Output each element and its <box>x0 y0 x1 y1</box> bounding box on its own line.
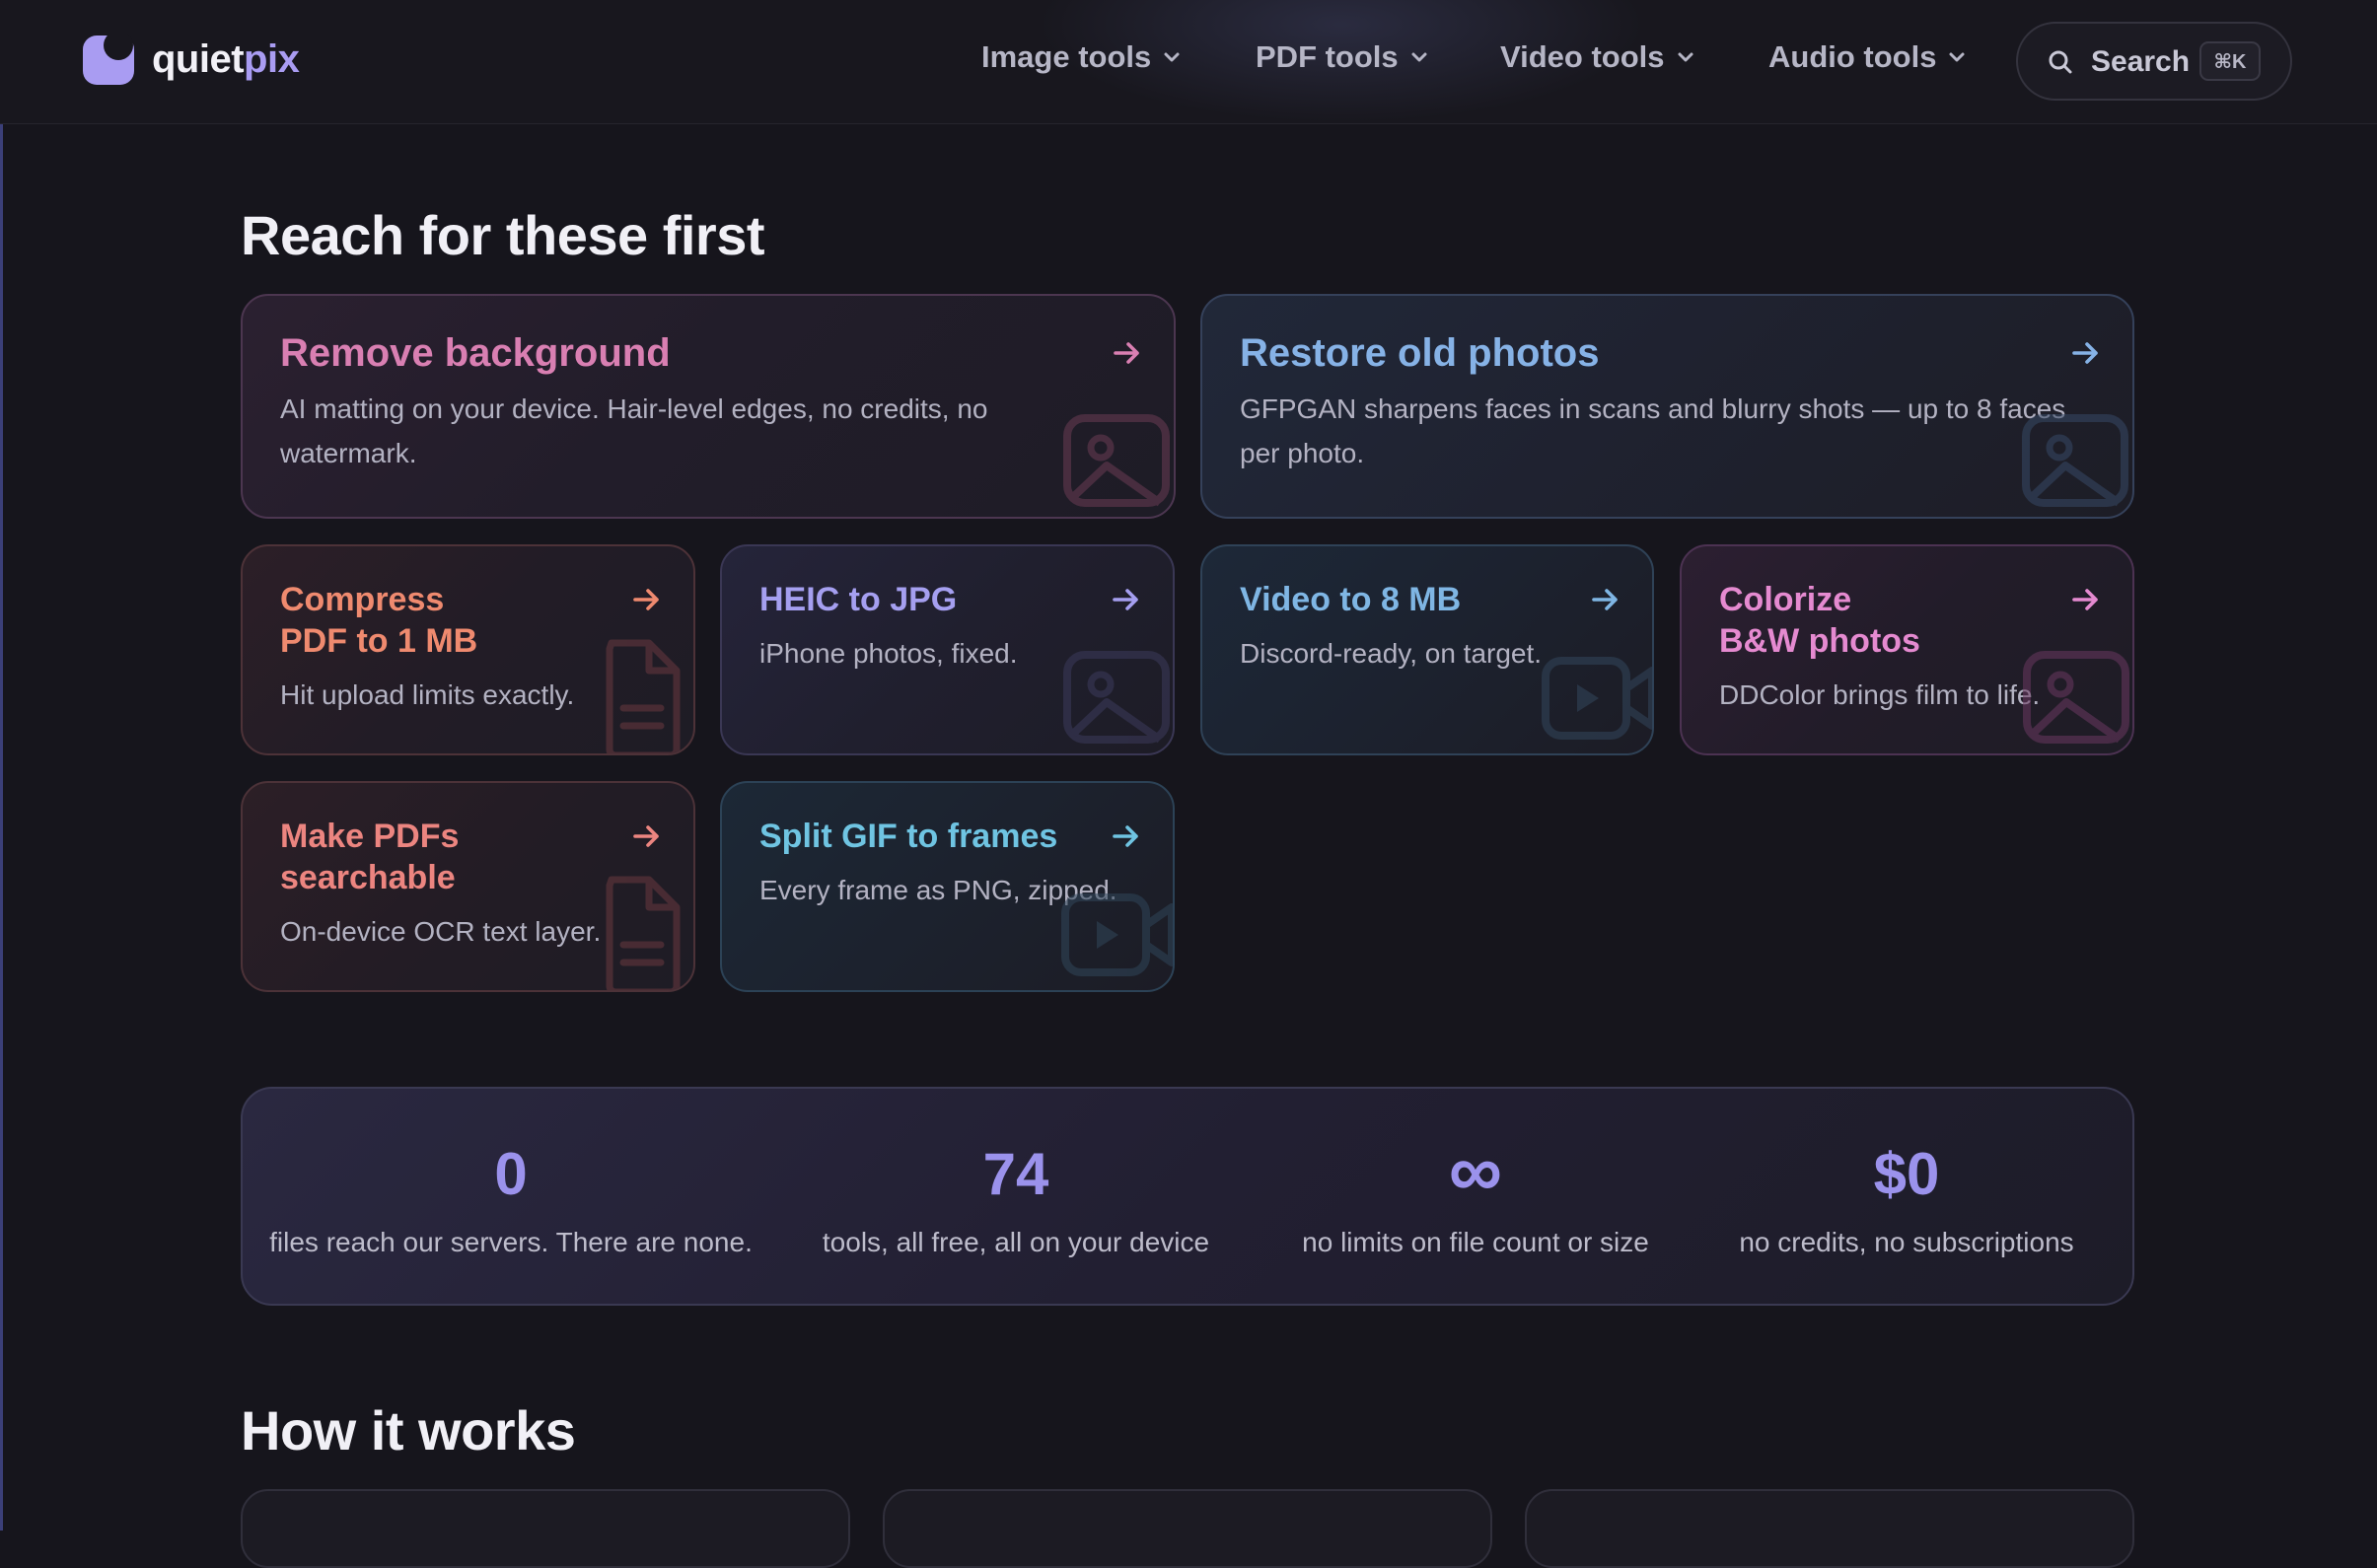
brand-name-part2: pix <box>244 36 300 81</box>
top-nav-bar: quietpix Image tools PDF tools Video too… <box>0 0 2377 124</box>
card-remove-background[interactable]: Remove background AI matting on your dev… <box>241 294 1176 519</box>
how-it-works-title: How it works <box>241 1399 576 1461</box>
stat-value: 74 <box>982 1141 1049 1207</box>
arrow-right-icon <box>2072 589 2098 610</box>
card-colorize-photos[interactable]: Colorize B&W photos DDColor brings film t… <box>1680 544 2134 755</box>
image-icon <box>2023 651 2129 744</box>
card-title-line1: Compress <box>280 581 445 618</box>
card-title: Remove background <box>280 331 671 375</box>
arrow-right-icon <box>633 589 659 610</box>
card-title-line1: Make PDFs <box>280 818 460 855</box>
nav-image-tools[interactable]: Image tools <box>981 39 1181 75</box>
nav-audio-tools-label: Audio tools <box>1768 39 1937 74</box>
search-shortcut-badge: ⌘K <box>2199 41 2261 81</box>
image-icon <box>1063 651 1170 744</box>
card-description: On-device OCR text layer. <box>280 916 602 947</box>
nav-video-tools[interactable]: Video tools <box>1500 39 1694 75</box>
stat-cost: $0 no credits, no subscriptions <box>1714 1089 2099 1308</box>
chevron-down-icon <box>1164 52 1180 62</box>
card-title: Video to 8 MB <box>1240 581 1462 618</box>
header-glow <box>1036 0 1647 123</box>
stat-label: tools, all free, all on your device <box>822 1227 1210 1257</box>
card-title: HEIC to JPG <box>759 581 958 618</box>
card-description: Discord-ready, on target. <box>1240 638 1543 669</box>
card-description: DDColor brings film to life. <box>1719 679 2041 710</box>
stat-tools: 74 tools, all free, all on your device <box>809 1089 1223 1308</box>
stat-label: no limits on file count or size <box>1302 1227 1649 1257</box>
nav-pdf-tools-label: PDF tools <box>1256 39 1399 74</box>
arrow-right-icon <box>2072 342 2098 364</box>
stats-panel: 0 files reach our servers. There are non… <box>241 1087 2134 1306</box>
card-make-pdfs-searchable[interactable]: Make PDFs searchable On-device OCR text l… <box>241 781 695 992</box>
chevron-down-icon <box>1949 52 1965 62</box>
card-title: Colorize B&W photos <box>1719 580 1920 663</box>
card-title-line2: B&W photos <box>1719 621 1920 660</box>
image-icon <box>2022 414 2128 507</box>
card-title: Compress PDF to 1 MB <box>280 580 477 663</box>
card-heic-to-jpg[interactable]: HEIC to JPG iPhone photos, fixed. <box>720 544 1175 755</box>
nav-audio-tools[interactable]: Audio tools <box>1768 39 1966 75</box>
card-description: AI matting on your device. Hair-level ed… <box>280 393 988 469</box>
stat-files: 0 files reach our servers. There are non… <box>262 1089 759 1308</box>
card-title-line1: Colorize <box>1719 581 1852 618</box>
brand-logo[interactable]: quietpix <box>83 34 300 85</box>
nav-pdf-tools[interactable]: PDF tools <box>1256 39 1428 75</box>
chevron-down-icon <box>1678 52 1693 62</box>
nav-image-tools-label: Image tools <box>981 39 1152 74</box>
chevron-down-icon <box>1411 52 1427 62</box>
card-title: Restore old photos <box>1240 331 1600 375</box>
card-title-line2: PDF to 1 MB <box>280 621 478 660</box>
how-step-card <box>883 1489 1492 1568</box>
video-icon <box>1061 893 1173 976</box>
stat-limits: ∞ no limits on file count or size <box>1288 1089 1663 1308</box>
arrow-right-icon <box>1113 589 1138 610</box>
card-description: Hit upload limits exactly. <box>280 679 575 710</box>
video-icon <box>1542 657 1652 740</box>
brand-name: quietpix <box>152 36 300 82</box>
image-icon <box>1063 414 1170 507</box>
document-icon <box>606 876 681 990</box>
card-compress-pdf[interactable]: Compress PDF to 1 MB Hit upload limits ex… <box>241 544 695 755</box>
search-icon <box>2049 50 2072 74</box>
arrow-right-icon <box>1592 589 1618 610</box>
card-title: Split GIF to frames <box>759 818 1058 855</box>
stat-value: 0 <box>494 1141 528 1207</box>
featured-section-title: Reach for these first <box>241 204 765 266</box>
nav-video-tools-label: Video tools <box>1500 39 1665 74</box>
how-step-card <box>1525 1489 2134 1568</box>
card-title-line2: searchable <box>280 858 456 896</box>
brand-name-part1: quiet <box>152 36 245 81</box>
arrow-right-icon <box>1114 342 1139 364</box>
card-description: iPhone photos, fixed. <box>759 638 1018 669</box>
document-icon <box>606 639 681 753</box>
arrow-right-icon <box>633 825 659 847</box>
stat-label: files reach our servers. There are none. <box>269 1227 753 1257</box>
stat-value: ∞ <box>1448 1129 1503 1213</box>
search-label: Search <box>2091 45 2191 78</box>
card-split-gif[interactable]: Split GIF to frames Every frame as PNG, … <box>720 781 1175 992</box>
card-description: Every frame as PNG, zipped. <box>759 875 1117 905</box>
moon-logo-icon <box>83 34 134 85</box>
card-title: Make PDFs searchable <box>280 817 459 899</box>
stat-value: $0 <box>1873 1141 1940 1207</box>
card-description: GFPGAN sharpens faces in scans and blurr… <box>1240 393 2066 469</box>
stat-label: no credits, no subscriptions <box>1739 1227 2074 1257</box>
how-step-card <box>241 1489 850 1568</box>
search-button[interactable]: Search ⌘K <box>2016 22 2292 101</box>
card-restore-old-photos[interactable]: Restore old photos GFPGAN sharpens faces… <box>1200 294 2134 519</box>
arrow-right-icon <box>1113 825 1138 847</box>
card-video-to-8mb[interactable]: Video to 8 MB Discord-ready, on target. <box>1200 544 1654 755</box>
